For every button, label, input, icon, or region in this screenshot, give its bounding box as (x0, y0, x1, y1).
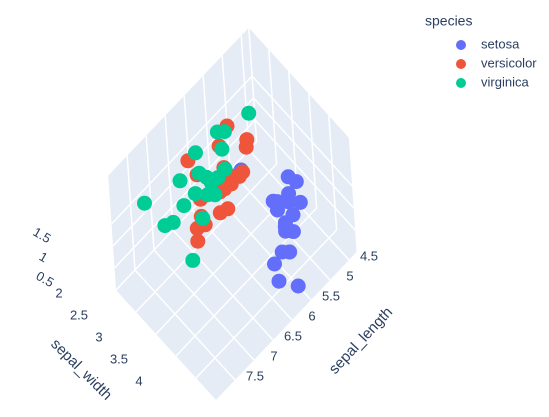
point (190, 233, 206, 249)
grid-line (240, 35, 250, 151)
point (165, 214, 181, 230)
point (214, 141, 230, 157)
grid-line (268, 49, 278, 165)
grid-line (135, 163, 278, 313)
y-tick-label: 4 (135, 373, 142, 388)
grid-line (253, 97, 355, 209)
point (288, 174, 304, 190)
x-tick-label: 7 (270, 348, 277, 363)
grid-line (113, 119, 256, 269)
grid-line (115, 141, 258, 291)
point (220, 201, 236, 217)
point (281, 186, 297, 202)
point (187, 186, 203, 202)
y-tick-label: 3.5 (110, 351, 128, 366)
legend-label[interactable]: setosa (481, 36, 520, 51)
x-tick-label: 5.5 (322, 288, 340, 303)
grid-line (134, 269, 236, 381)
x-tick-label: 4.5 (360, 248, 378, 263)
point (238, 139, 254, 155)
grid-line (110, 75, 253, 225)
y-tick-label: 3 (95, 329, 102, 344)
y-tick-label: 2.5 (70, 307, 88, 322)
point (216, 124, 232, 140)
legend: species setosa versicolor virginica (425, 13, 537, 90)
grid-line (248, 27, 258, 143)
x-tick-label: 5 (346, 268, 353, 283)
legend-label[interactable]: virginica (481, 74, 529, 89)
grid-line (195, 229, 338, 379)
grid-line (172, 229, 274, 341)
point (282, 244, 298, 260)
point (191, 165, 207, 181)
grid-line (251, 75, 353, 187)
legend-label[interactable]: versicolor (481, 55, 537, 70)
point (269, 194, 285, 210)
point (271, 273, 287, 289)
point (235, 164, 251, 180)
scene: 4.555.566.577.522.533.540.511.5sepal_len… (30, 27, 396, 404)
grid-line (153, 249, 255, 361)
legend-marker (456, 59, 466, 69)
point (195, 210, 211, 226)
grid-line (164, 115, 174, 231)
point (172, 173, 188, 189)
legend-title: species (425, 13, 472, 29)
y-tick-label: 2 (55, 285, 62, 300)
point (285, 207, 301, 223)
x-tick-label: 6 (308, 308, 315, 323)
point (241, 105, 257, 121)
grid-line (254, 119, 356, 231)
back-pane-right (248, 27, 357, 252)
x-tick-label: 6.5 (284, 328, 302, 343)
point (267, 256, 282, 272)
legend-marker (456, 40, 466, 50)
point (188, 145, 203, 161)
point (210, 170, 226, 186)
point (176, 198, 192, 214)
grid-line (145, 135, 155, 251)
grid-line (328, 115, 338, 231)
point (200, 187, 216, 203)
point (277, 219, 293, 235)
legend-marker (456, 78, 466, 88)
grid-line (308, 93, 318, 209)
point (290, 278, 306, 294)
x-tick-label: 7.5 (246, 368, 264, 383)
grid-line (288, 71, 298, 187)
point (185, 252, 201, 268)
point (137, 195, 152, 211)
grid-line (126, 155, 136, 271)
point (292, 194, 308, 210)
